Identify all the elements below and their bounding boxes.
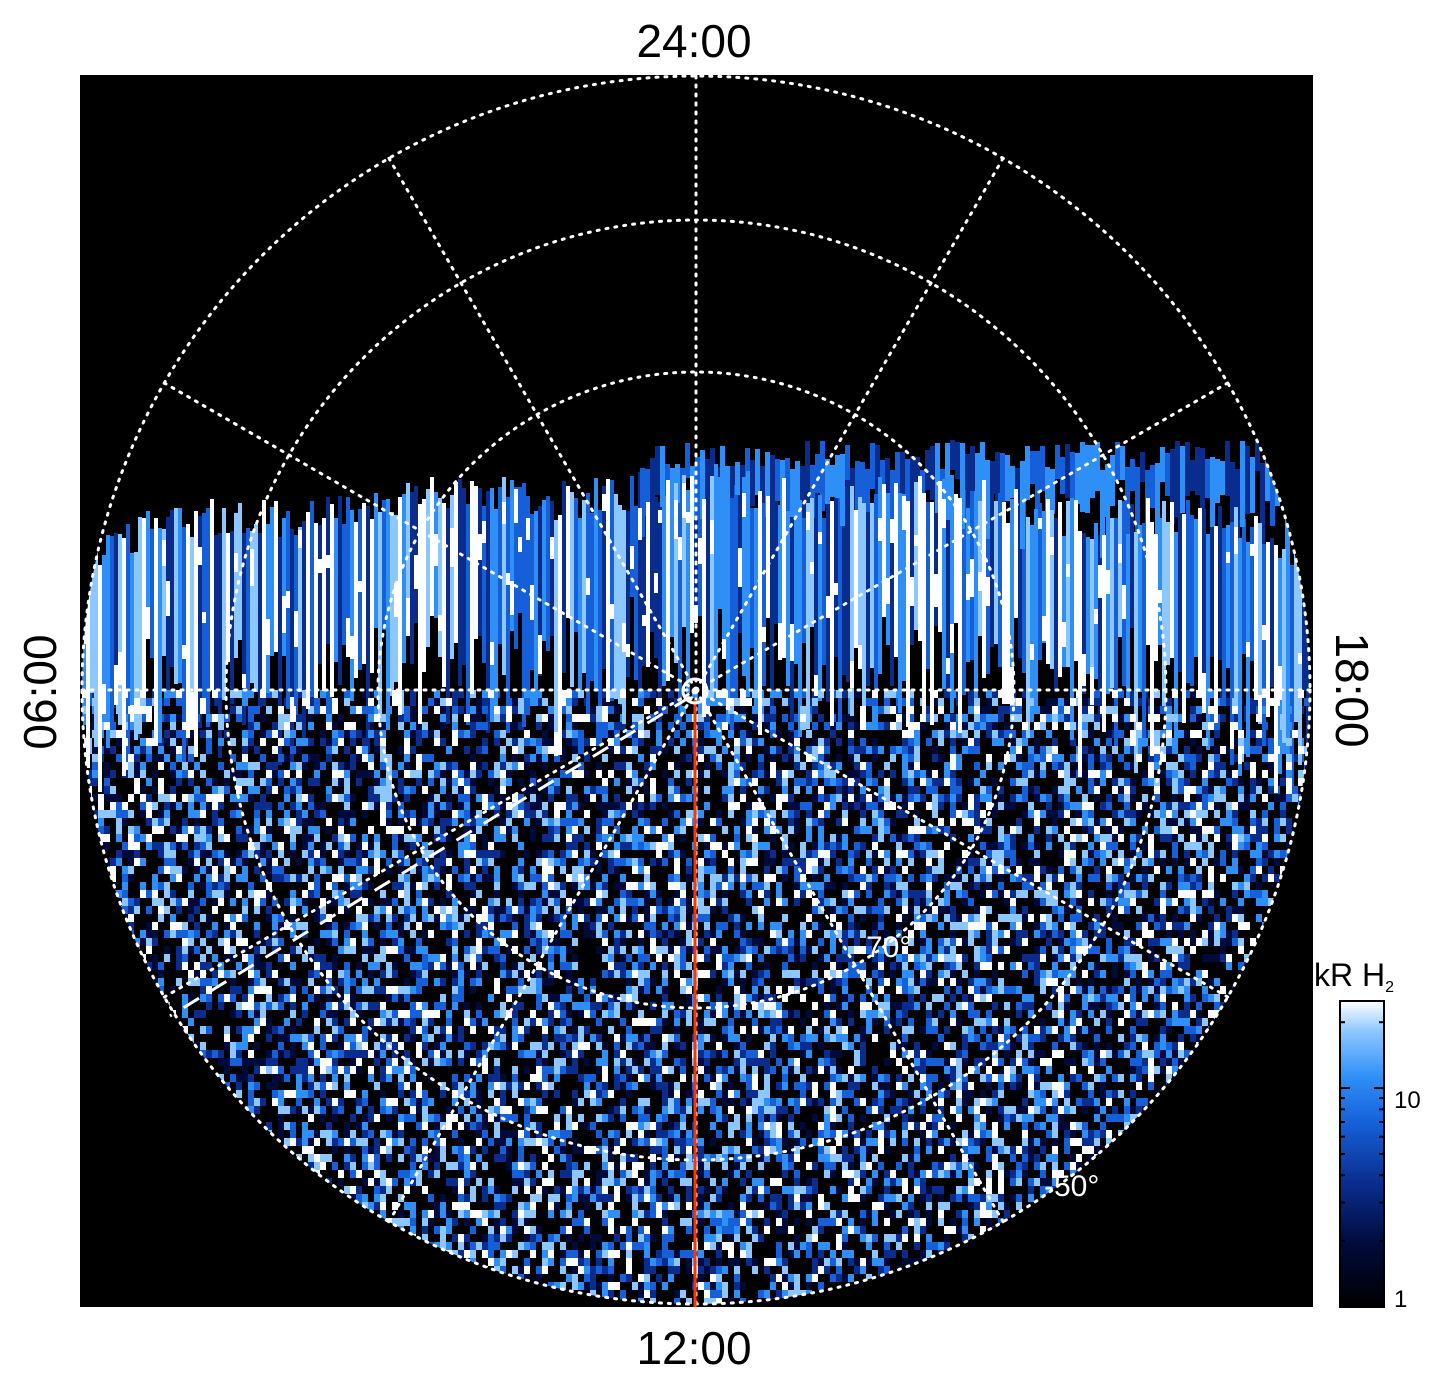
colorbar-gradient [1339, 1000, 1385, 1308]
grid-meridian [162, 381, 698, 692]
local-time-label-midnight: 24:00 [636, 15, 751, 67]
local-time-label-dusk: 18:00 [1326, 632, 1378, 747]
grid-meridian [162, 688, 698, 999]
grid-meridian [694, 381, 1230, 692]
colorbar-tick-label-10: 10 [1394, 1087, 1421, 1114]
grid-meridian [694, 688, 1005, 1224]
grid-meridian [694, 688, 1230, 999]
colorbar-ticks [1340, 1021, 1384, 1308]
emission-cells-layer [82, 690, 1310, 1304]
colorbar-title: kR H2 [1314, 957, 1394, 996]
auroral-emission-map [82, 440, 1310, 1304]
grid-meridian [694, 156, 1005, 692]
latitude-label-outer: -50° [1044, 1170, 1099, 1203]
colorbar: kR H2 10 1 [1314, 957, 1421, 1313]
emission-cells-layer [82, 476, 1310, 1304]
latitude-label-inner: -70° [856, 931, 911, 964]
grid-meridian [387, 156, 698, 692]
pole-marker [681, 677, 709, 705]
colorbar-tick-label-1: 1 [1394, 1286, 1407, 1313]
dashed-reference-line [169, 695, 691, 1018]
emission-cells-layer [82, 441, 1310, 1304]
grid-meridian [387, 688, 698, 1224]
local-time-label-dawn: 06:00 [14, 634, 66, 749]
local-time-label-noon: 12:00 [636, 1322, 751, 1374]
